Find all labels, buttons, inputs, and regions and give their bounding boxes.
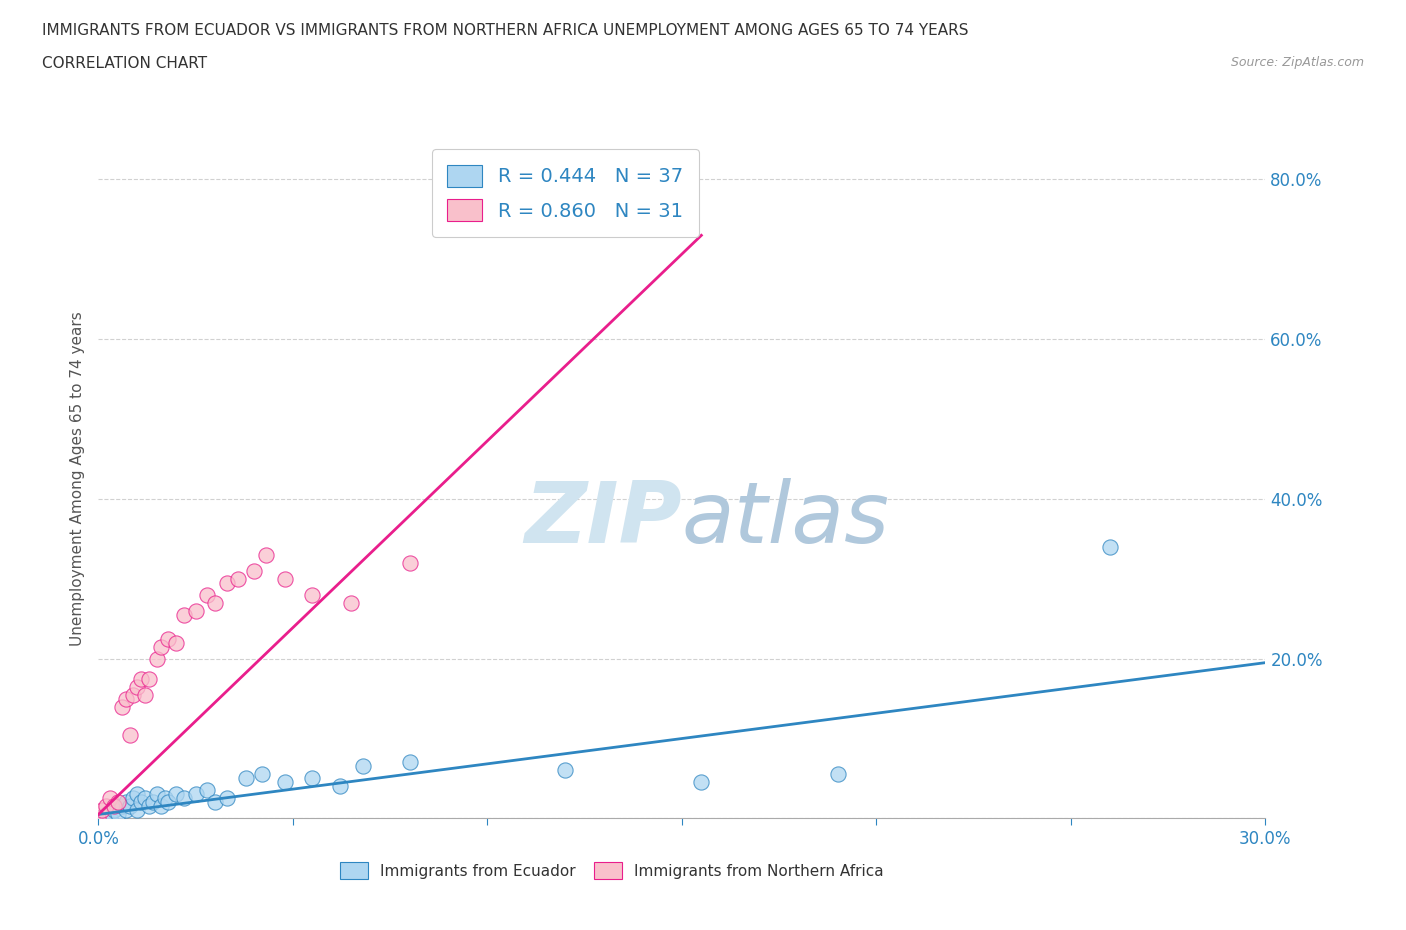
Point <box>398 755 420 770</box>
Text: IMMIGRANTS FROM ECUADOR VS IMMIGRANTS FROM NORTHERN AFRICA UNEMPLOYMENT AMONG AG: IMMIGRANTS FROM ECUADOR VS IMMIGRANTS FR… <box>42 23 969 38</box>
Y-axis label: Unemployment Among Ages 65 to 74 years: Unemployment Among Ages 65 to 74 years <box>69 312 84 646</box>
Point <box>554 763 576 777</box>
Point <box>301 588 323 603</box>
Point <box>165 635 187 650</box>
Point <box>184 787 207 802</box>
Point <box>127 787 149 802</box>
Text: Source: ZipAtlas.com: Source: ZipAtlas.com <box>1230 56 1364 69</box>
Point <box>149 799 172 814</box>
Point <box>129 671 152 686</box>
Point <box>118 727 141 742</box>
Point <box>107 807 129 822</box>
Point <box>118 799 141 814</box>
Point <box>204 595 226 610</box>
Point <box>165 787 187 802</box>
Point <box>228 571 250 586</box>
Point <box>134 791 156 806</box>
Point <box>98 811 121 826</box>
Point <box>146 651 169 666</box>
Point <box>352 759 374 774</box>
Point <box>254 548 277 563</box>
Point <box>96 799 118 814</box>
Point <box>274 571 297 586</box>
Point <box>138 671 160 686</box>
Point <box>157 795 180 810</box>
Point <box>91 803 114 817</box>
Point <box>235 771 257 786</box>
Point <box>122 791 145 806</box>
Point <box>157 631 180 646</box>
Point <box>1098 539 1121 554</box>
Point <box>690 775 713 790</box>
Point <box>215 791 238 806</box>
Point <box>142 795 165 810</box>
Point <box>340 595 363 610</box>
Point <box>122 687 145 702</box>
Point <box>173 607 195 622</box>
Point <box>827 767 849 782</box>
Point <box>107 795 129 810</box>
Text: CORRELATION CHART: CORRELATION CHART <box>42 56 207 71</box>
Point <box>111 799 134 814</box>
Point <box>87 811 110 826</box>
Point <box>98 791 121 806</box>
Point <box>127 679 149 694</box>
Point <box>215 576 238 591</box>
Point <box>329 779 352 794</box>
Point <box>149 639 172 654</box>
Point <box>129 795 152 810</box>
Point <box>204 795 226 810</box>
Point <box>195 588 218 603</box>
Point <box>114 803 136 817</box>
Point <box>195 783 218 798</box>
Point <box>114 691 136 706</box>
Point <box>103 803 125 817</box>
Point <box>398 555 420 570</box>
Point <box>173 791 195 806</box>
Point <box>146 787 169 802</box>
Point <box>138 799 160 814</box>
Point <box>87 811 110 826</box>
Point <box>127 803 149 817</box>
Point <box>274 775 297 790</box>
Point <box>593 212 616 227</box>
Point <box>114 795 136 810</box>
Point <box>111 699 134 714</box>
Point <box>301 771 323 786</box>
Text: ZIP: ZIP <box>524 478 682 561</box>
Legend: Immigrants from Ecuador, Immigrants from Northern Africa: Immigrants from Ecuador, Immigrants from… <box>335 856 890 885</box>
Point <box>243 564 266 578</box>
Point <box>103 799 125 814</box>
Point <box>134 687 156 702</box>
Point <box>153 791 176 806</box>
Point <box>250 767 273 782</box>
Point <box>96 807 118 822</box>
Text: atlas: atlas <box>682 478 890 561</box>
Point <box>184 604 207 618</box>
